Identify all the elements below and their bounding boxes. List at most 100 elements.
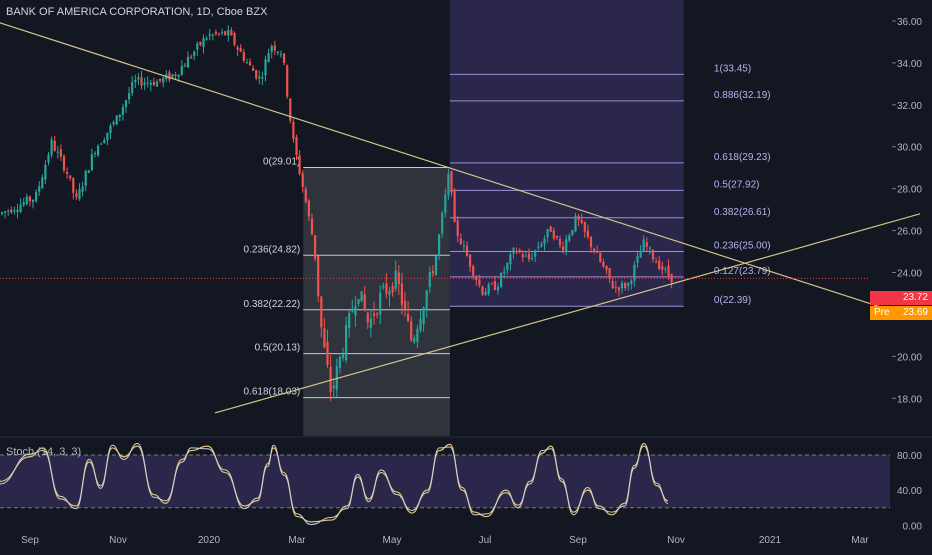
fib-level-label: 0(29.01) [263,156,300,167]
candle-body [527,253,531,260]
candle-body [25,196,28,205]
candle-body [307,200,310,217]
candle-body [183,65,186,67]
candle-body [298,155,301,174]
candle-body [38,186,41,192]
candle-body [385,283,388,294]
candle-body [453,189,456,223]
candle-body [478,279,481,286]
candle-body [648,247,651,249]
candle-body [267,52,270,63]
candle-body [357,299,360,305]
candle-body [112,122,115,125]
candle-body [270,46,273,53]
candle-body [636,256,639,263]
stoch-tick-label: 40.00 [897,486,922,497]
candle-body [109,125,112,133]
candle-body [614,286,617,288]
candle-body [611,281,614,289]
candle-body [531,257,534,259]
candle-body [345,325,348,361]
candle-body [562,246,565,251]
candle-body [143,82,146,85]
time-tick-label: Nov [667,535,685,546]
fib-level-label: 0.236(24.82) [244,244,301,255]
stoch-lines [0,442,669,525]
candle-body [137,77,140,80]
candle-body [106,132,109,141]
candle-body [149,82,152,85]
candle-body [35,192,38,202]
candle-body [543,238,546,245]
price-tick-label: 24.00 [897,269,922,280]
candle-body [221,31,224,33]
candle-body [258,76,261,79]
candle-body [400,283,403,305]
candle-body [500,272,503,288]
fib-level-label: 0.618(18.03) [244,387,301,398]
candle-body [50,139,53,156]
fib-level-label: 0.382(26.61) [714,207,771,218]
candle-body [639,251,642,258]
candle-body [44,164,47,180]
candle-body [13,210,16,212]
candle-body [360,291,363,302]
candle-body [503,271,506,273]
candle-body [292,121,295,140]
candle-body [47,154,50,163]
candle-body [329,367,332,393]
trendlines [0,22,921,414]
candle-body [310,218,314,235]
candle-body [84,171,87,186]
candle-body [372,313,376,316]
candle-body [456,220,459,237]
candle-body [124,100,128,108]
price-tick-label: 34.00 [897,59,922,70]
candle-body [196,43,199,50]
candle-body [255,70,258,79]
candle-body [558,239,562,246]
fib-zones [303,0,684,436]
candle-body [146,82,149,84]
candle-body [407,314,410,321]
candle-body [506,262,509,270]
candle-body [335,366,338,390]
last-price-tag: 23.72 [870,291,932,305]
time-tick-label: Jul [479,535,492,546]
candle-body [599,253,602,262]
candle-body [62,156,66,171]
candle-body [168,72,171,80]
candle-body [131,82,134,94]
candle-body [19,204,22,212]
symbol-title: BANK OF AMERICA CORPORATION, 1D, Cboe BZ… [6,6,268,18]
candle-body [469,254,472,267]
candle-body [642,239,645,252]
candle-body [540,244,543,247]
candle-body [348,313,351,329]
candle-body [341,354,345,359]
candle-body [174,74,177,76]
candle-body [484,292,487,296]
stoch-indicator-title[interactable]: Stoch (14, 3, 3) [6,446,82,458]
candle-body [481,286,484,295]
candle-body [159,78,162,81]
candle-body [100,143,103,145]
candle-body [403,300,407,309]
candle-body [475,277,478,280]
price-tick-label: 26.00 [897,227,922,238]
candle-body [279,53,283,55]
candle-body [264,59,267,76]
candle-body [568,235,571,241]
candle-body [589,236,593,248]
candle-body [31,199,35,203]
candle-body [205,38,208,40]
candle-body [90,154,93,171]
candle-body [186,56,190,68]
candle-body [549,226,552,232]
candle-body [655,261,658,263]
candle-body [7,210,10,212]
candle-body [428,271,431,287]
candle-body [245,62,248,64]
